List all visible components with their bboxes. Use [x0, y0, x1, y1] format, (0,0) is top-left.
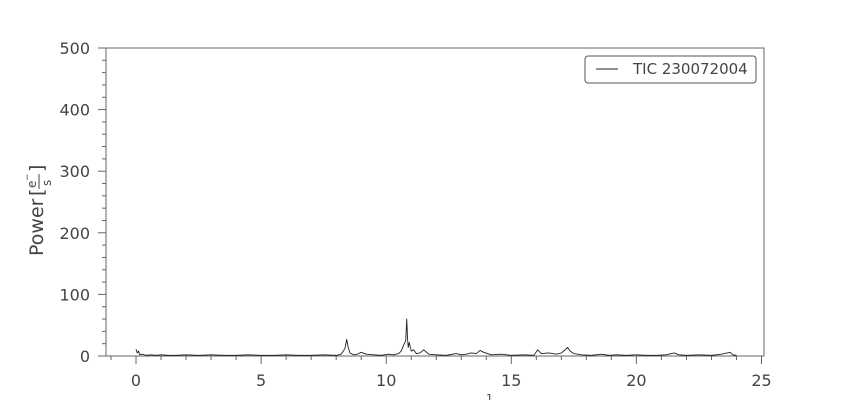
y-axis-unit-numerator: e: [25, 181, 39, 188]
series-layer: [135, 318, 737, 356]
y-axis-unit-open-bracket: [: [26, 189, 48, 196]
y-axis-unit-close-bracket: ]: [26, 165, 48, 172]
y-tick-label: 0: [80, 347, 90, 366]
y-axis-label: Power [ e − s ]: [23, 165, 54, 256]
x-tick-label: 0: [131, 371, 141, 390]
x-minor-ticks: [110, 356, 737, 360]
x-axis-label-partial: 1: [486, 392, 493, 400]
plot-area: [105, 47, 765, 357]
y-tick-label: 200: [59, 224, 90, 243]
x-tick-label: 25: [751, 371, 771, 390]
y-axis-label-text: Power: [26, 198, 48, 256]
x-tick-label: 10: [376, 371, 396, 390]
y-axis-unit-superscript: −: [23, 173, 33, 181]
y-tick-label: 400: [59, 101, 90, 120]
y-axis: 0 100 200 300 400 500: [59, 39, 106, 366]
x-tick-label: 20: [626, 371, 646, 390]
series-line-0: [135, 318, 737, 356]
legend: TIC 230072004: [584, 55, 757, 84]
x-tick-label: 15: [501, 371, 521, 390]
x-axis: 0 5 10 15 20 25: [131, 356, 772, 390]
legend-box: [584, 55, 757, 84]
y-tick-label: 100: [59, 285, 90, 304]
x-tick-label: 5: [256, 371, 266, 390]
y-axis-unit-denominator: s: [40, 180, 54, 186]
legend-series-label: TIC 230072004: [632, 60, 748, 78]
y-minor-ticks: [102, 59, 106, 345]
y-tick-label: 500: [59, 39, 90, 58]
y-tick-label: 300: [59, 162, 90, 181]
x-axis-label-superscript: 1: [486, 392, 493, 400]
